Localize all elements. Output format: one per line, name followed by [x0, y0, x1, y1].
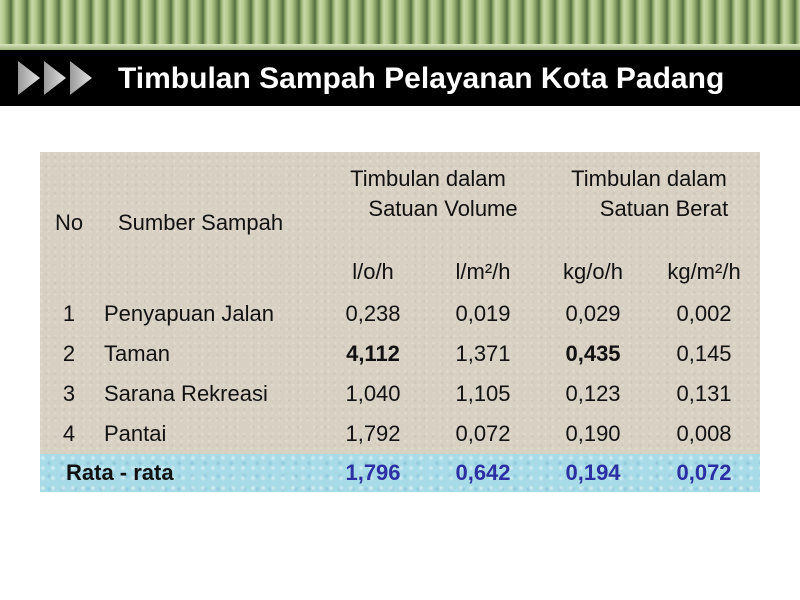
header-unit-kgohari: kg/o/h: [563, 259, 623, 285]
title-bar: [0, 50, 800, 106]
header-unit-lohari: l/o/h: [352, 259, 394, 285]
row-name: Penyapuan Jalan: [104, 301, 275, 326]
row-volume-person: 1,792: [345, 421, 401, 446]
average-label: Rata - rata: [40, 454, 318, 492]
row-volume-area: 0,072: [455, 421, 511, 446]
average-volume-area: 0,642: [428, 454, 539, 492]
row-volume-area: 1,371: [455, 341, 511, 366]
row-no: 1: [62, 301, 76, 326]
data-table-container: No Sumber Sampah Timbulan dalam Satuan V…: [40, 152, 761, 492]
row-weight-person: 0,435: [565, 341, 621, 366]
row-name: Pantai: [104, 421, 167, 446]
header-berat-group: Timbulan dalam Satuan Berat: [538, 152, 760, 251]
header-berat-line2: Satuan Berat: [599, 196, 729, 221]
row-volume-person: 1,040: [345, 381, 401, 406]
row-volume-person: 4,112: [346, 341, 400, 366]
chevron-right-icon: [44, 61, 66, 95]
row-weight-area: 0,002: [676, 301, 732, 326]
row-weight-area: 0,008: [676, 421, 732, 446]
row-no: 3: [62, 381, 76, 406]
header-unit-lm2hari: l/m²/h: [455, 259, 511, 285]
table-row: 4 Pantai 1,792 0,072 0,190 0,008: [40, 414, 760, 454]
header-no: No: [54, 210, 84, 235]
header-unit-kgm2hari: kg/m²/h: [667, 259, 741, 285]
header-volume-line2: Satuan Volume: [368, 196, 518, 221]
row-name: Taman: [104, 341, 171, 366]
average-row: Rata - rata 1,796 0,642 0,194 0,072: [40, 454, 761, 492]
chevron-right-icon: [18, 61, 40, 95]
header-volume-group: Timbulan dalam Satuan Volume: [318, 152, 538, 251]
row-volume-area: 1,105: [455, 381, 511, 406]
row-weight-person: 0,190: [565, 421, 621, 446]
row-volume-person: 0,238: [345, 301, 401, 326]
row-no: 4: [62, 421, 76, 446]
slide-title: Timbulan Sampah Pelayanan Kota Padang: [118, 62, 725, 95]
row-weight-person: 0,029: [565, 301, 621, 326]
row-no: 2: [62, 341, 76, 366]
header-sumber-sampah: Sumber Sampah: [118, 210, 284, 235]
table-row: 1 Penyapuan Jalan 0,238 0,019 0,029 0,00…: [40, 294, 760, 334]
table-row: 2 Taman 4,112 1,371 0,435 0,145: [40, 334, 760, 374]
header-volume-line1: Timbulan dalam: [350, 166, 506, 191]
average-weight-area: 0,072: [648, 454, 761, 492]
average-volume-person: 1,796: [318, 454, 428, 492]
header-berat-line1: Timbulan dalam: [571, 166, 727, 191]
top-decorative-band: [0, 0, 800, 50]
row-weight-area: 0,145: [676, 341, 732, 366]
average-weight-person: 0,194: [538, 454, 649, 492]
row-name: Sarana Rekreasi: [104, 381, 268, 406]
data-table: No Sumber Sampah Timbulan dalam Satuan V…: [40, 152, 761, 492]
table-row: 3 Sarana Rekreasi 1,040 1,105 0,123 0,13…: [40, 374, 760, 414]
row-weight-area: 0,131: [676, 381, 732, 406]
row-weight-person: 0,123: [565, 381, 621, 406]
chevron-right-icon: [70, 61, 92, 95]
row-volume-area: 0,019: [455, 301, 511, 326]
